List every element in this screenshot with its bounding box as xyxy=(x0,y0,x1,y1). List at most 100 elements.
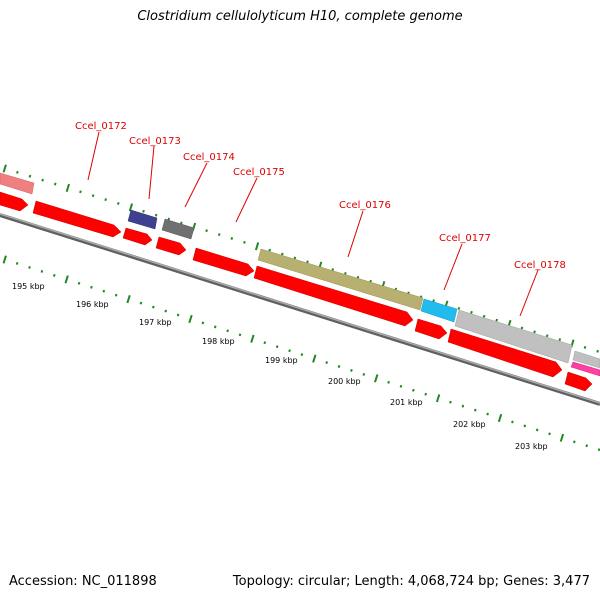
kbp-label: 198 kbp xyxy=(202,337,235,346)
cds-arrow[interactable] xyxy=(253,265,414,327)
tick-mark xyxy=(41,178,44,182)
cds-arrow[interactable] xyxy=(155,236,187,256)
cds-arrow[interactable] xyxy=(0,191,29,212)
gene-label: Ccel_0177 xyxy=(439,233,491,244)
kbp-label: 195 kbp xyxy=(12,282,45,291)
cds-arrow[interactable] xyxy=(32,200,122,238)
gene-ccel-0173[interactable] xyxy=(127,209,158,230)
gene-ccel-0174[interactable] xyxy=(161,218,195,240)
tick-mark xyxy=(596,349,599,353)
tick-mark xyxy=(511,420,514,424)
tick-mark xyxy=(535,428,539,432)
tick-mark xyxy=(523,424,527,428)
label-leaders xyxy=(87,131,539,317)
gene-label: Ccel_0172 xyxy=(75,121,127,132)
tick-mark xyxy=(238,333,242,337)
tick-mark xyxy=(558,338,562,342)
tick-mark xyxy=(226,329,229,333)
tick-mark xyxy=(114,293,118,297)
tick-mark xyxy=(254,242,260,251)
tick-mark xyxy=(52,273,56,277)
tick-mark xyxy=(424,392,428,396)
tick-mark xyxy=(387,380,390,384)
tick-mark xyxy=(412,388,415,392)
tick-mark xyxy=(243,240,246,244)
cds-arrow[interactable] xyxy=(414,318,448,340)
tick-mark xyxy=(457,307,461,310)
tick-mark xyxy=(217,233,221,237)
tick-mark xyxy=(2,164,7,173)
tick-mark xyxy=(548,432,551,436)
tick-mark xyxy=(40,269,44,273)
tick-mark xyxy=(331,268,335,272)
tick-mark xyxy=(497,413,503,423)
cds-arrow[interactable] xyxy=(122,227,153,246)
tick-mark xyxy=(263,341,267,345)
tick-mark xyxy=(473,408,477,412)
tick-mark xyxy=(230,237,234,240)
tick-mark xyxy=(337,365,341,368)
kbp-label: 197 kbp xyxy=(139,318,172,327)
accession-text: Accession: NC_011898 xyxy=(9,574,157,589)
tick-mark xyxy=(104,198,107,202)
inner-tick-ring xyxy=(2,255,600,452)
kbp-label: 203 kbp xyxy=(515,442,548,451)
gene-partial-left[interactable] xyxy=(0,172,35,195)
tick-mark xyxy=(461,404,465,408)
tick-mark xyxy=(268,248,271,252)
cds-arrow[interactable] xyxy=(447,328,563,378)
tick-mark xyxy=(188,314,193,324)
tick-mark xyxy=(205,229,208,233)
tick-mark xyxy=(545,334,549,338)
tick-mark xyxy=(116,202,120,205)
tick-mark xyxy=(154,213,158,217)
kbp-label: 200 kbp xyxy=(328,377,361,386)
tick-mark xyxy=(128,203,134,212)
tick-mark xyxy=(79,190,82,194)
tick-mark xyxy=(325,361,328,364)
gene-label: Ccel_0176 xyxy=(339,200,391,211)
tick-mark xyxy=(53,182,57,186)
tick-mark xyxy=(350,369,353,372)
tick-mark xyxy=(449,400,452,404)
tick-mark xyxy=(597,448,600,452)
tick-mark xyxy=(435,394,441,403)
gene-ccel-0176[interactable] xyxy=(257,248,424,311)
tick-mark xyxy=(486,412,489,416)
gene-partial-right-gray[interactable] xyxy=(572,350,600,369)
tick-mark xyxy=(77,281,81,285)
tick-mark xyxy=(201,321,205,325)
gene-label: Ccel_0175 xyxy=(233,167,285,178)
tick-mark xyxy=(91,194,95,198)
tick-mark xyxy=(2,255,7,264)
kbp-label: 196 kbp xyxy=(76,300,109,309)
tick-mark xyxy=(152,305,155,309)
tick-mark xyxy=(470,310,473,314)
tick-mark xyxy=(126,295,131,304)
genome-backbone xyxy=(0,213,600,406)
genome-summary-text: Topology: circular; Length: 4,068,724 bp… xyxy=(232,574,590,589)
tick-mark xyxy=(16,170,19,174)
tick-mark xyxy=(533,330,536,334)
tick-mark xyxy=(362,372,366,376)
tick-mark xyxy=(250,334,255,343)
tick-mark xyxy=(495,318,499,322)
tick-mark xyxy=(90,285,93,289)
gene-partial-right-pink[interactable] xyxy=(570,361,600,377)
cds-arrow[interactable] xyxy=(192,247,255,277)
gene-ccel-0177[interactable] xyxy=(420,298,458,323)
tick-mark xyxy=(28,174,32,178)
tick-mark xyxy=(559,433,565,442)
tick-mark xyxy=(399,384,403,388)
tick-mark xyxy=(585,444,589,448)
outer-tick-ring xyxy=(2,164,599,353)
tick-mark xyxy=(65,183,70,193)
cds-arrows xyxy=(0,191,593,392)
gene-label: Ccel_0174 xyxy=(183,152,235,163)
tick-mark xyxy=(288,349,291,353)
tick-mark xyxy=(64,275,69,284)
tick-mark xyxy=(142,209,145,213)
gene-ccel-0178[interactable] xyxy=(454,309,573,364)
tick-mark xyxy=(280,252,284,256)
cds-arrow[interactable] xyxy=(564,371,593,392)
